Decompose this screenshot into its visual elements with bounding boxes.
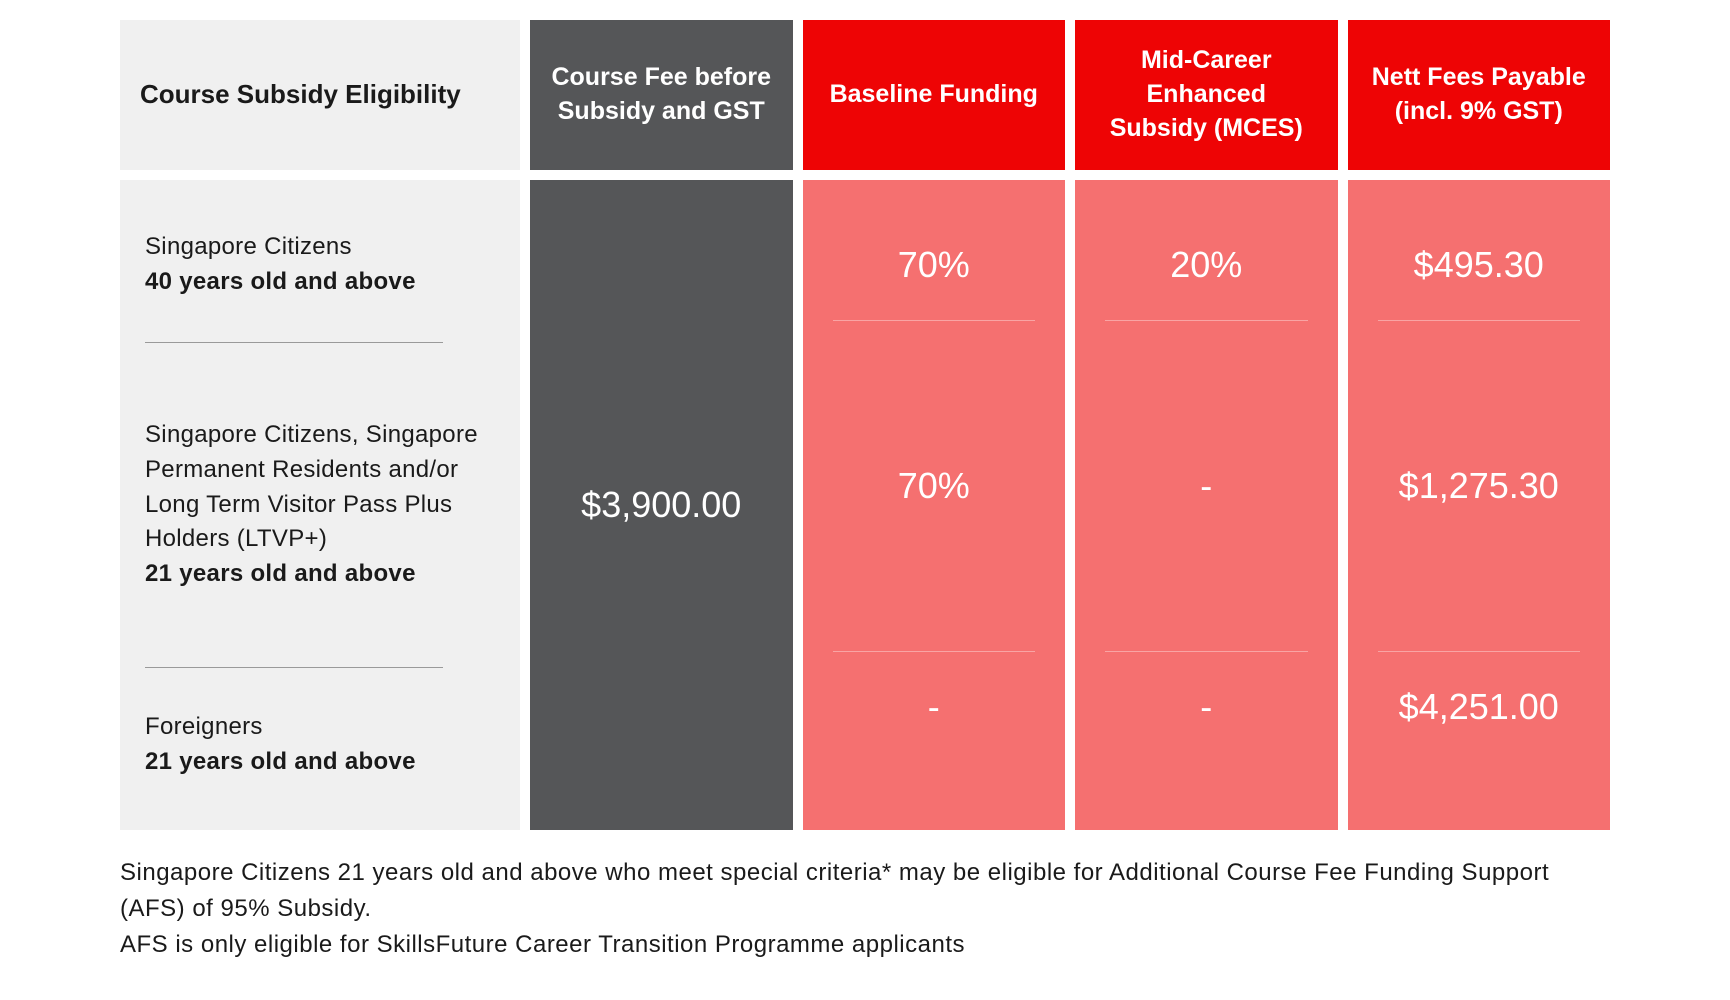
elig-divider-1 [145,342,443,343]
mces-r2-val: - [1200,465,1212,507]
nett-r2: $1,275.30 [1368,321,1591,651]
body-fee: $3,900.00 [530,180,793,830]
header-eligibility: Course Subsidy Eligibility [120,20,520,170]
fee-merged: $3,900.00 [550,210,773,800]
baseline-r3: - [823,652,1046,762]
subsidy-table-container: Course Subsidy Eligibility Singapore Cit… [120,20,1610,963]
elig-row-2: Singapore Citizens, Singapore Permanent … [145,365,495,645]
header-mces-text: Mid-Career Enhanced Subsidy (MCES) [1095,44,1318,145]
elig-r3-line2: 21 years old and above [145,745,495,780]
col-eligibility: Course Subsidy Eligibility Singapore Cit… [120,20,520,830]
elig-r2-bold: 21 years old and above [145,557,495,592]
elig-row-1: Singapore Citizens 40 years old and abov… [145,210,495,320]
col-mces: Mid-Career Enhanced Subsidy (MCES) 20% -… [1075,20,1338,830]
mces-r1-val: 20% [1170,244,1242,286]
baseline-r2-val: 70% [898,465,970,507]
footnote-line2: AFS is only eligible for SkillsFuture Ca… [120,927,1610,963]
elig-row-3: Foreigners 21 years old and above [145,690,495,800]
nett-r3: $4,251.00 [1368,652,1591,762]
mces-r3-val: - [1200,686,1212,728]
mces-r1: 20% [1095,210,1318,320]
col-baseline: Baseline Funding 70% 70% - [803,20,1066,830]
body-nett: $495.30 $1,275.30 $4,251.00 [1348,180,1611,830]
footnote-line1: Singapore Citizens 21 years old and abov… [120,855,1610,927]
baseline-r3-val: - [928,686,940,728]
baseline-r2: 70% [823,321,1046,651]
elig-divider-2 [145,667,443,668]
col-nett: Nett Fees Payable (incl. 9% GST) $495.30… [1348,20,1611,830]
subsidy-table: Course Subsidy Eligibility Singapore Cit… [120,20,1610,830]
nett-r1-val: $495.30 [1414,244,1544,286]
nett-r1: $495.30 [1368,210,1591,320]
header-fee: Course Fee before Subsidy and GST [530,20,793,170]
header-eligibility-text: Course Subsidy Eligibility [140,77,461,112]
body-baseline: 70% 70% - [803,180,1066,830]
header-baseline: Baseline Funding [803,20,1066,170]
baseline-r1-val: 70% [898,244,970,286]
nett-r3-val: $4,251.00 [1399,686,1559,728]
body-mces: 20% - - [1075,180,1338,830]
elig-r1-line2: 40 years old and above [145,265,495,300]
header-nett: Nett Fees Payable (incl. 9% GST) [1348,20,1611,170]
elig-r3-line1: Foreigners [145,710,495,745]
header-baseline-text: Baseline Funding [830,78,1038,112]
elig-r2-text: Singapore Citizens, Singapore Permanent … [145,418,495,557]
nett-r2-val: $1,275.30 [1399,465,1559,507]
footnote: Singapore Citizens 21 years old and abov… [120,855,1610,963]
body-eligibility: Singapore Citizens 40 years old and abov… [120,180,520,830]
fee-value: $3,900.00 [581,484,741,526]
mces-r2: - [1095,321,1318,651]
header-nett-text: Nett Fees Payable (incl. 9% GST) [1368,61,1591,129]
elig-r1-line1: Singapore Citizens [145,230,495,265]
header-fee-text: Course Fee before Subsidy and GST [550,61,773,129]
header-mces: Mid-Career Enhanced Subsidy (MCES) [1075,20,1338,170]
mces-r3: - [1095,652,1318,762]
baseline-r1: 70% [823,210,1046,320]
col-fee: Course Fee before Subsidy and GST $3,900… [530,20,793,830]
